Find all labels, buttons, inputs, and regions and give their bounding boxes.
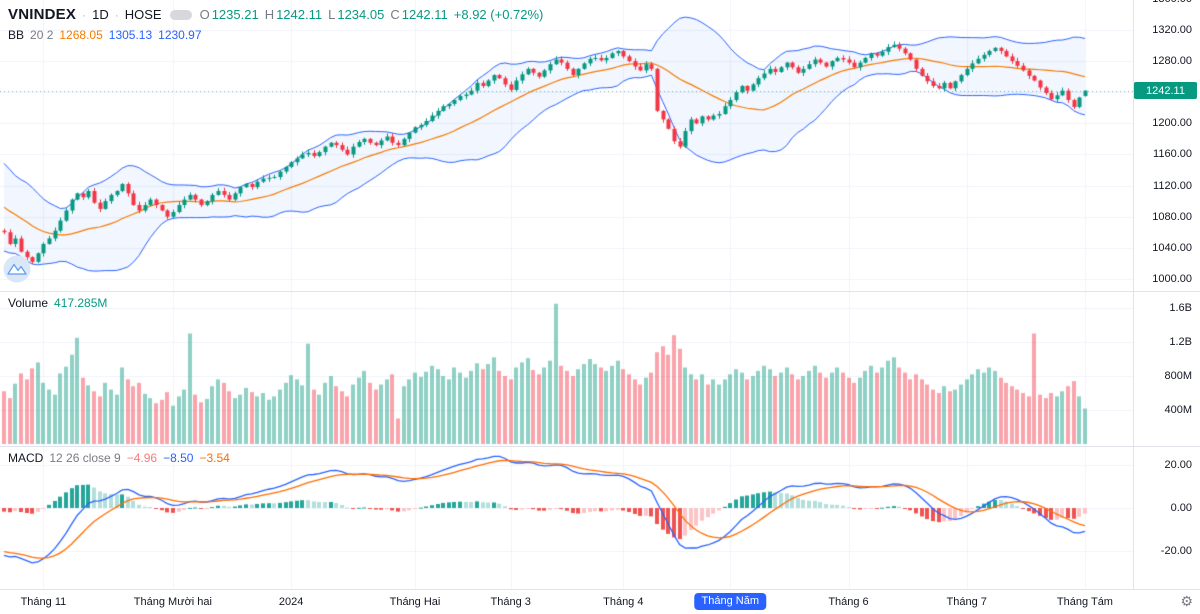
symbol-name[interactable]: VNINDEX [8,6,77,23]
change-value: +8.92 (+0.72%) [453,7,544,22]
pane-divider[interactable] [0,446,1200,447]
symbol-legend[interactable]: VNINDEX · 1D · HOSE O 1235.21 H 1242.11 … [8,6,543,23]
time-axis-label: Tháng 4 [603,596,644,608]
bb-name: BB [8,28,25,42]
mountain-logo-icon [3,255,31,283]
close-label: C [390,7,400,22]
high-label: H [264,7,275,22]
time-axis-label: Tháng 7 [946,596,987,608]
low-value: 1234.05 [337,7,385,22]
macd-tick-label: 0.00 [1170,502,1192,514]
volume-tick-label: 800M [1164,370,1192,382]
open-value: 1235.21 [211,7,259,22]
price-axis[interactable]: 1360.001320.001280.001240.001200.001160.… [1133,0,1200,589]
bb-lower-value: 1230.97 [158,28,202,42]
price-tick-label: 1160.00 [1153,148,1192,161]
price-tick-label: 1080.00 [1152,210,1192,223]
close-value: 1242.11 [401,7,448,22]
ohlc-low: L 1234.05 [328,7,384,22]
pane-divider[interactable] [0,589,1200,590]
ohlc-open: O 1235.21 [200,7,259,22]
bb-params: 20 2 [30,28,54,42]
macd-indicator-legend[interactable]: MACD 12 26 close 9 −4.96 −8.50 −3.54 [8,451,230,465]
ohlc-high: H 1242.11 [265,7,322,22]
volume-tick-label: 400M [1164,404,1192,416]
price-tick-label: 1280.00 [1152,55,1192,68]
macd-line-value: −8.50 [163,451,194,465]
volume-legend[interactable]: Volume 417.285M [8,296,107,310]
legend-separator: · [114,7,119,22]
price-tick-label: 1040.00 [1152,241,1192,254]
time-axis-label: Tháng Hai [389,596,441,608]
volume-tick-label: 1.6B [1169,302,1192,314]
macd-tick-label: -20.00 [1160,545,1192,557]
time-axis-label: Tháng 11 [20,596,67,608]
last-price-badge: 1242.11 [1134,82,1197,100]
legend-collapse-icon[interactable] [169,9,192,20]
macd-tick-label: 20.00 [1164,459,1192,471]
volume-name: Volume [8,296,49,310]
pane-divider[interactable] [0,291,1200,292]
price-tick-label: 1120.00 [1153,179,1192,192]
time-axis-label: Tháng Mười hai [133,596,212,608]
volume-pane-canvas[interactable] [0,291,1133,446]
open-label: O [199,7,210,22]
gear-icon[interactable]: ⚙ [1180,593,1193,609]
macd-signal-value: −3.54 [199,451,230,465]
time-axis-label: Tháng 6 [828,596,869,608]
exchange-logo-icon [2,254,32,289]
bb-indicator-legend[interactable]: BB 20 2 1268.05 1305.13 1230.97 [8,28,202,42]
price-tick-label: 1320.00 [1152,23,1192,36]
exchange-label[interactable]: HOSE [124,7,162,22]
price-pane-canvas[interactable] [0,0,1133,291]
macd-histogram-value: −4.96 [126,451,158,465]
ohlc-close: C 1242.11 [390,7,447,22]
bb-basis-value: 1268.05 [59,28,103,42]
price-tick-label: 1360.00 [1152,0,1192,6]
interval-label[interactable]: 1D [92,7,109,22]
time-axis-label: Tháng Tám [1056,596,1113,608]
time-axis[interactable]: Tháng 11 Tháng Mười hai 2024 Tháng Hai Tháng… [0,590,1200,614]
time-axis-label: Tháng 3 [490,596,531,608]
macd-name: MACD [8,451,44,465]
volume-tick-label: 1.2B [1169,336,1192,348]
macd-pane-canvas[interactable] [0,446,1133,589]
high-value: 1242.11 [276,7,323,22]
price-tick-label: 1000.00 [1152,272,1192,285]
time-axis-label: 2024 [278,596,304,608]
bb-upper-value: 1305.13 [108,28,153,42]
macd-params: 12 26 close 9 [49,451,121,465]
legend-separator: · [82,7,87,22]
low-label: L [328,7,336,22]
price-tick-label: 1200.00 [1152,117,1192,130]
time-axis-label-highlighted: Tháng Năm [694,593,767,610]
volume-value: 417.285M [54,296,108,310]
